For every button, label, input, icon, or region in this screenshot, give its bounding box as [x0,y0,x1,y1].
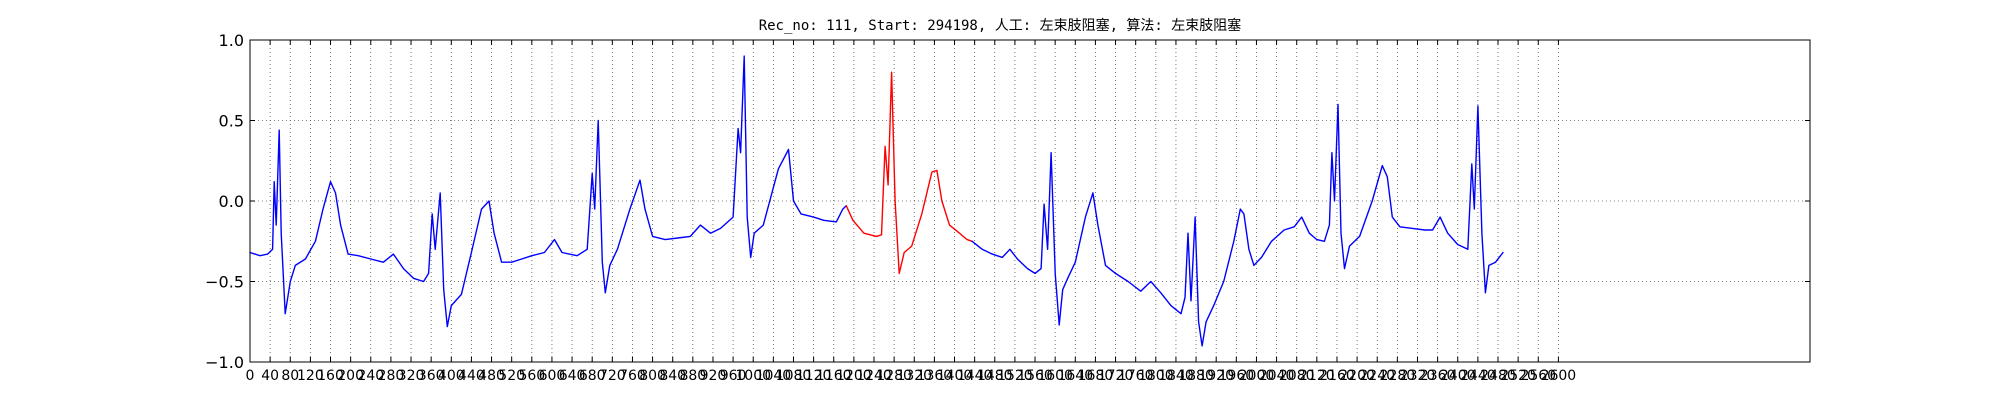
x-tick-label: 1560 [1017,368,1053,384]
x-tick-label: 1000 [735,368,771,384]
x-tick-label: 800 [639,368,666,384]
x-tick-label: 120 [297,368,324,384]
x-tick-label: 2280 [1380,368,1416,384]
x-tick-label: 1320 [896,368,932,384]
x-tick-label: 320 [398,368,425,384]
x-tick-label: 1360 [917,368,953,384]
y-tick-label: 0.5 [219,112,244,131]
x-tick-label: 720 [599,368,626,384]
x-tick-label: 2400 [1440,368,1476,384]
x-tick-label: 2560 [1520,368,1556,384]
x-tick-label: 1080 [776,368,812,384]
grid-layer [250,40,1810,362]
y-tick-label: 1.0 [219,31,244,50]
x-tick-label: 1720 [1098,368,1134,384]
x-tick-label: 160 [317,368,344,384]
x-tick-label: 1400 [937,368,973,384]
x-tick-label: 40 [261,368,279,384]
x-tick-label: 2360 [1420,368,1456,384]
x-tick-label: 480 [478,368,505,384]
x-tick-label: 1120 [796,368,832,384]
x-tick-label: 600 [539,368,566,384]
x-tick-label: 1160 [816,368,852,384]
x-tick-label: 2160 [1319,368,1355,384]
x-tick-label: 1040 [756,368,792,384]
x-tick-label: 1840 [1158,368,1194,384]
x-tick-label: 440 [458,368,485,384]
x-tick-label: 400 [438,368,465,384]
x-tick-label: 640 [559,368,586,384]
x-tick-label: 1600 [1037,368,1073,384]
x-tick-label: 760 [619,368,646,384]
x-tick-label: 280 [378,368,405,384]
x-tick-label: 0 [246,368,255,384]
x-tick-label: 1880 [1178,368,1214,384]
x-tick-label: 2040 [1259,368,1295,384]
x-tick-label: 360 [418,368,445,384]
x-tick-label: 2200 [1339,368,1375,384]
x-tick-label: 1440 [957,368,993,384]
x-tick-label: 1680 [1078,368,1114,384]
y-tick-label: −0.5 [205,273,244,292]
x-tick-label: 2600 [1541,368,1577,384]
x-tick-label: 1920 [1198,368,1234,384]
x-tick-label: 2120 [1299,368,1335,384]
chart-title: Rec_no: 111, Start: 294198, 人工: 左束肢阻塞, 算… [759,17,1242,34]
x-tick-label: 80 [281,368,299,384]
x-tick-label: 960 [720,368,747,384]
y-tick-label: 0.0 [219,192,244,211]
x-tick-label: 1800 [1138,368,1174,384]
x-tick-label: 2520 [1500,368,1536,384]
x-axis: 0 40 8012016020024028032036040044048052056… [246,40,1577,384]
x-tick-label: 560 [518,368,545,384]
x-tick-label: 1760 [1118,368,1154,384]
x-tick-label: 2000 [1239,368,1275,384]
x-tick-label: 1200 [836,368,872,384]
x-tick-label: 200 [337,368,364,384]
ecg-trace-segment [249,55,847,328]
x-tick-label: 2240 [1359,368,1395,384]
x-tick-label: 1480 [977,368,1013,384]
y-tick-label: −1.0 [205,353,244,372]
x-tick-label: 880 [679,368,706,384]
x-tick-label: 1960 [1219,368,1255,384]
x-tick-label: 1640 [1057,368,1093,384]
x-tick-label: 1520 [997,368,1033,384]
x-tick-label: 2440 [1460,368,1496,384]
x-tick-label: 840 [659,368,686,384]
y-axis: −1.0 −0.5 0.0 0.5 1.0 [205,31,1810,372]
ecg-trace-segment [971,103,1504,347]
x-tick-label: 2320 [1400,368,1436,384]
series-layer [249,55,1504,347]
x-tick-label: 2080 [1279,368,1315,384]
x-tick-label: 2480 [1480,368,1516,384]
x-tick-label: 1280 [876,368,912,384]
x-tick-label: 240 [357,368,384,384]
x-tick-label: 1240 [856,368,892,384]
x-tick-label: 680 [579,368,606,384]
x-tick-label: 520 [498,368,525,384]
x-tick-label: 920 [700,368,727,384]
ecg-highlight-segment [845,71,973,275]
